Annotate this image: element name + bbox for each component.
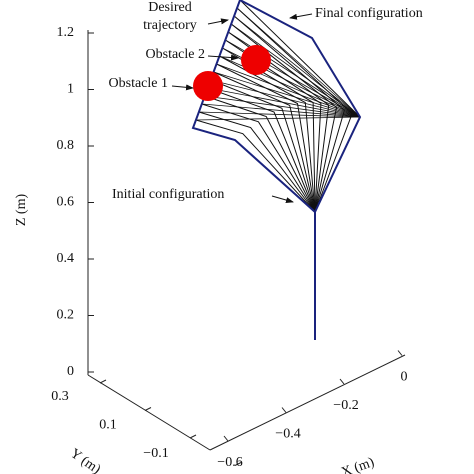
x-axis-label: X (m) (339, 455, 376, 474)
arm-configuration (210, 79, 316, 213)
x-tick-label: −0.4 (275, 427, 300, 442)
annotation: Desired (148, 0, 192, 15)
y-tick (189, 434, 197, 439)
arm-link (213, 71, 361, 118)
final-configuration (239, 0, 362, 213)
z-tick-label: 0.6 (57, 195, 75, 210)
annotation: Final configuration (315, 6, 423, 21)
y-tick-label: 0.1 (99, 418, 117, 433)
arrow (289, 13, 313, 20)
arrow (271, 195, 294, 203)
x-tick-label: −0.2 (333, 398, 358, 413)
arm-link (233, 15, 361, 118)
annotation: Obstacle 2 (146, 47, 205, 62)
arm-configuration (195, 119, 316, 213)
x-tick (397, 350, 403, 356)
z-tick-label: 0 (67, 364, 74, 379)
x-tick-label: −0.6 (217, 455, 242, 470)
z-tick-label: 0.2 (57, 308, 75, 323)
obstacle-1 (193, 71, 223, 101)
z-axis-label: Z (m) (14, 194, 29, 227)
arm-configuration (216, 63, 316, 213)
z-tick-label: 1.2 (57, 25, 75, 40)
annotation: trajectory (143, 18, 197, 33)
y-tick-label: −0.1 (143, 446, 168, 461)
arm-configuration (207, 87, 316, 213)
y-tick-label: 0.3 (51, 389, 69, 404)
arm-configuration (204, 95, 316, 213)
x-axis (209, 354, 406, 451)
arm-link (201, 103, 361, 118)
arrow (171, 84, 194, 91)
x-tick (223, 435, 229, 442)
annotation: Initial configuration (112, 187, 224, 202)
arm-configuration (198, 111, 316, 213)
x-tick-label: 0 (401, 370, 408, 385)
arrow (207, 54, 239, 61)
arm-configuration (213, 71, 316, 213)
arm-configuration (201, 103, 316, 213)
z-tick-label: 1 (67, 82, 74, 97)
z-tick-label: 0.8 (57, 138, 75, 153)
z-tick-label: 0.4 (57, 251, 75, 266)
arm-link (198, 111, 361, 118)
y-tick (234, 462, 242, 466)
y-axis-label: Y (m) (67, 446, 103, 474)
annotation: Obstacle 1 (109, 76, 168, 91)
y-tick (144, 407, 152, 411)
y-tick (99, 379, 107, 384)
arm-link (210, 79, 361, 118)
arm-configurations (192, 0, 361, 213)
arm-configuration (222, 47, 316, 213)
y-axis (87, 374, 211, 451)
arm-link (236, 7, 361, 118)
x-tick (339, 378, 345, 385)
arm-link (195, 116, 361, 121)
arm-link (204, 95, 361, 118)
arm-link (216, 63, 361, 118)
arm-configuration (236, 7, 353, 213)
arm-link (207, 87, 361, 118)
axes: 1.210.80.60.40.200.30.1−0.1−0.3−0.6−0.4−… (51, 25, 408, 470)
desired-trajectory (191, 0, 316, 213)
arrow (207, 18, 229, 25)
obstacle-2 (241, 45, 271, 75)
arm-link (230, 23, 361, 118)
x-tick (281, 407, 287, 413)
